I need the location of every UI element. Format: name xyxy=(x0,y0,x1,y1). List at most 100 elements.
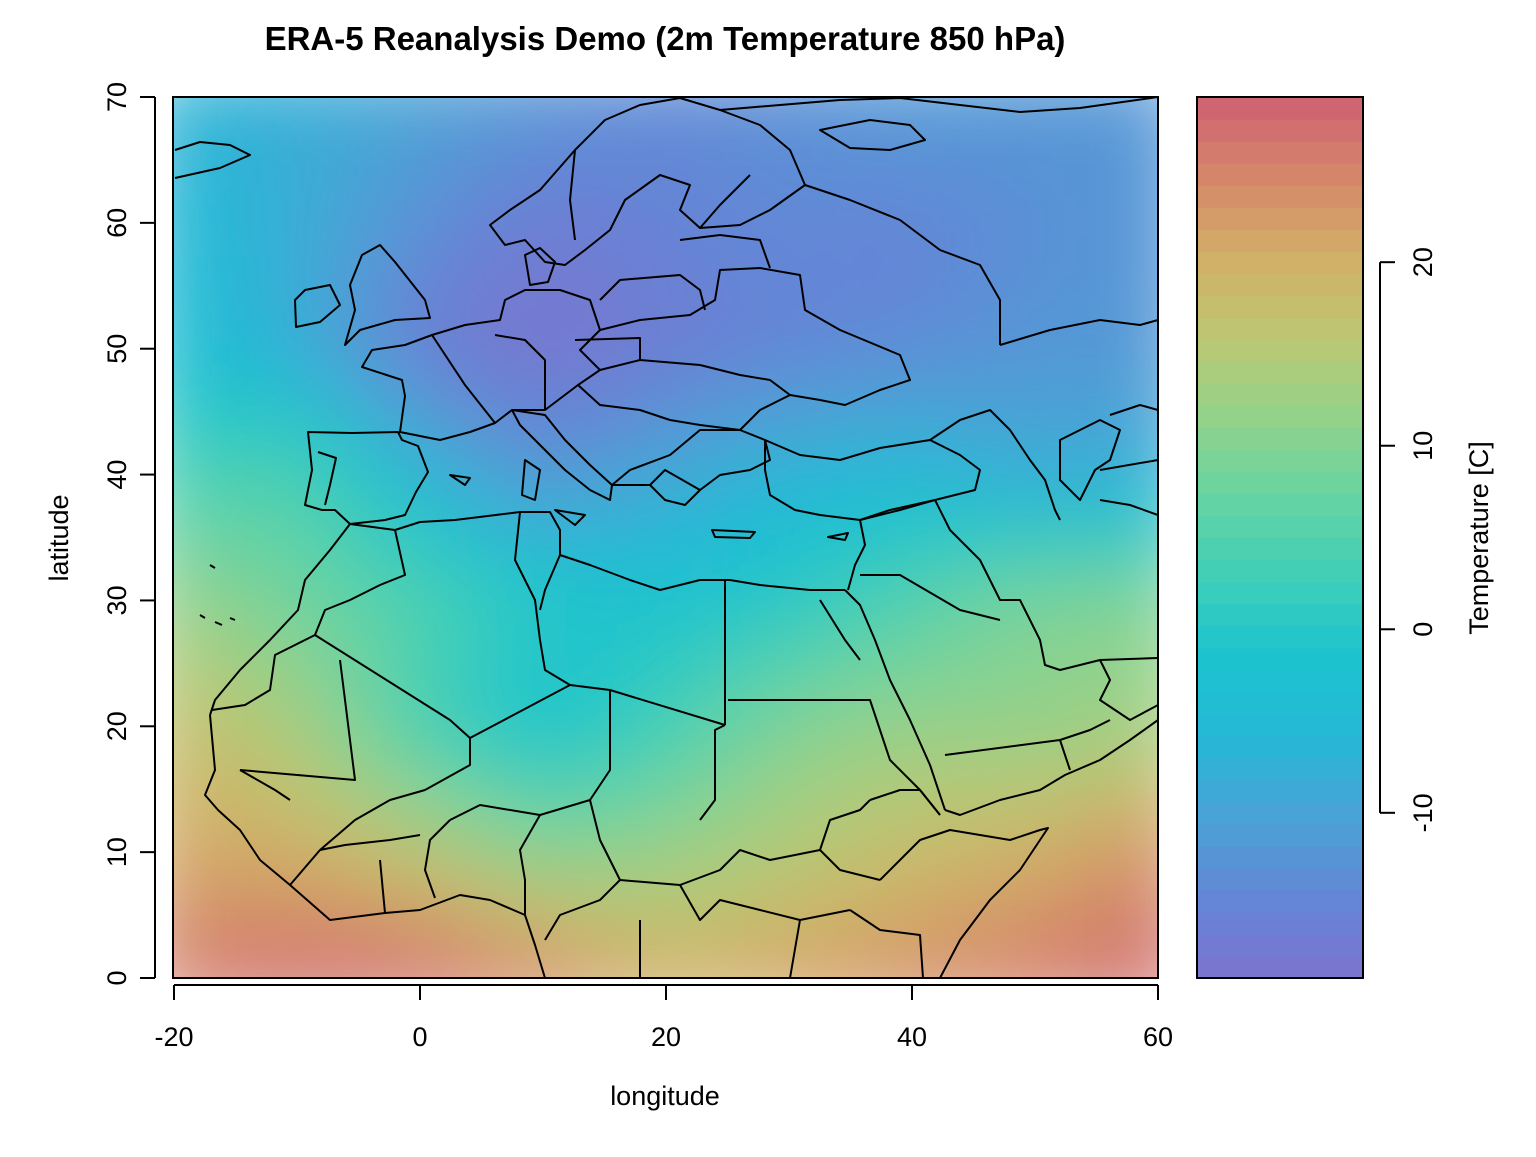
heatmap-cell xyxy=(173,693,206,728)
heatmap-cell xyxy=(972,567,1006,602)
heatmap-cell xyxy=(419,284,452,319)
heatmap-cell xyxy=(941,788,975,822)
heatmap-cell xyxy=(326,316,360,350)
heatmap-cell xyxy=(1126,945,1158,978)
heatmap-cell xyxy=(296,756,329,791)
heatmap-cell xyxy=(173,914,175,948)
heatmap-cell xyxy=(173,756,206,791)
heatmap-cell xyxy=(1095,127,1129,161)
heatmap-cell xyxy=(357,914,391,948)
heatmap-cell xyxy=(1003,158,1036,193)
heatmap-cell xyxy=(449,977,483,978)
heatmap-cell xyxy=(572,158,606,193)
heatmap-cell xyxy=(818,536,852,570)
heatmap-cell xyxy=(419,221,452,256)
heatmap-cell xyxy=(542,316,575,350)
heatmap-cell xyxy=(849,725,883,759)
heatmap-cell xyxy=(480,505,514,539)
heatmap-cell xyxy=(1157,567,1158,602)
heatmap-cell xyxy=(634,536,667,570)
heatmap-cell xyxy=(603,599,637,633)
heatmap-cell xyxy=(665,442,698,476)
heatmap-cell xyxy=(665,97,698,98)
heatmap-cell xyxy=(941,977,975,978)
heatmap-cell xyxy=(818,725,852,759)
heatmap-cell xyxy=(1157,97,1158,130)
heatmap-cell xyxy=(173,221,206,256)
heatmap-cell xyxy=(726,851,760,885)
heatmap-cell xyxy=(173,756,175,791)
heatmap-cell xyxy=(173,914,206,948)
heatmap-cell xyxy=(1126,788,1158,822)
heatmap-cell xyxy=(173,977,175,978)
heatmap-cell xyxy=(173,851,206,885)
heatmap-cell xyxy=(972,379,1006,413)
heatmap-cell xyxy=(572,97,606,98)
heatmap-cell xyxy=(296,914,329,948)
heatmap-cell xyxy=(757,379,790,413)
heatmap-cell xyxy=(972,536,1006,570)
heatmap-cell xyxy=(941,536,975,570)
heatmap-cell xyxy=(972,945,1006,978)
heatmap-cell xyxy=(1003,347,1036,382)
heatmap-cell xyxy=(1126,410,1158,445)
heatmap-cell xyxy=(818,914,852,948)
heatmap-cell xyxy=(972,756,1006,791)
heatmap-cell xyxy=(1034,127,1067,161)
heatmap-cell xyxy=(1157,97,1158,98)
heatmap-cell xyxy=(880,882,913,917)
heatmap-cell xyxy=(542,851,575,885)
heatmap-cell xyxy=(388,851,421,885)
heatmap-cell xyxy=(296,190,329,224)
heatmap-cell xyxy=(634,284,667,319)
heatmap-cell xyxy=(1034,97,1067,130)
heatmap-cell xyxy=(757,316,790,350)
heatmap-cell xyxy=(234,693,268,728)
heatmap-cell xyxy=(1034,693,1067,728)
heatmap-cell xyxy=(1126,97,1158,130)
heatmap-cell xyxy=(911,725,944,759)
heatmap-cell xyxy=(726,442,760,476)
heatmap-cell xyxy=(849,662,883,696)
heatmap-cell xyxy=(972,630,1006,665)
heatmap-cell xyxy=(296,127,329,161)
heatmap-cell xyxy=(1003,505,1036,539)
heatmap-cell xyxy=(1095,410,1129,445)
heatmap-cell xyxy=(357,725,391,759)
heatmap-cell xyxy=(911,819,944,854)
heatmap-cell xyxy=(203,379,237,413)
heatmap-cell xyxy=(726,284,760,319)
heatmap-cell xyxy=(326,567,360,602)
heatmap-cell xyxy=(419,945,452,978)
heatmap-cell xyxy=(1157,442,1158,476)
heatmap-cell xyxy=(1095,882,1129,917)
heatmap-cell xyxy=(911,442,944,476)
heatmap-cell xyxy=(1157,473,1158,508)
heatmap-cell xyxy=(234,505,268,539)
heatmap-cell xyxy=(941,158,975,193)
heatmap-cell xyxy=(788,190,821,224)
y-tick-label: 10 xyxy=(102,837,132,867)
heatmap-cell xyxy=(449,882,483,917)
heatmap-cell xyxy=(173,97,206,98)
heatmap-cell xyxy=(665,788,698,822)
heatmap-cell xyxy=(665,379,698,413)
heatmap-cell xyxy=(818,662,852,696)
heatmap-cell xyxy=(1003,693,1036,728)
heatmap-cell xyxy=(665,536,698,570)
heatmap-cell xyxy=(849,914,883,948)
heatmap-cell xyxy=(419,851,452,885)
heatmap-cell xyxy=(203,97,237,130)
heatmap-cell xyxy=(173,410,175,445)
heatmap-cell xyxy=(542,347,575,382)
heatmap-cell xyxy=(880,97,913,98)
heatmap-cell xyxy=(326,253,360,287)
heatmap-cell xyxy=(234,851,268,885)
heatmap-cell xyxy=(326,190,360,224)
heatmap-cell xyxy=(1064,410,1098,445)
heatmap-cell xyxy=(1126,693,1158,728)
heatmap-cell xyxy=(849,473,883,508)
heatmap-cell xyxy=(880,599,913,633)
heatmap-cell xyxy=(1157,630,1158,665)
heatmap-cell xyxy=(542,442,575,476)
